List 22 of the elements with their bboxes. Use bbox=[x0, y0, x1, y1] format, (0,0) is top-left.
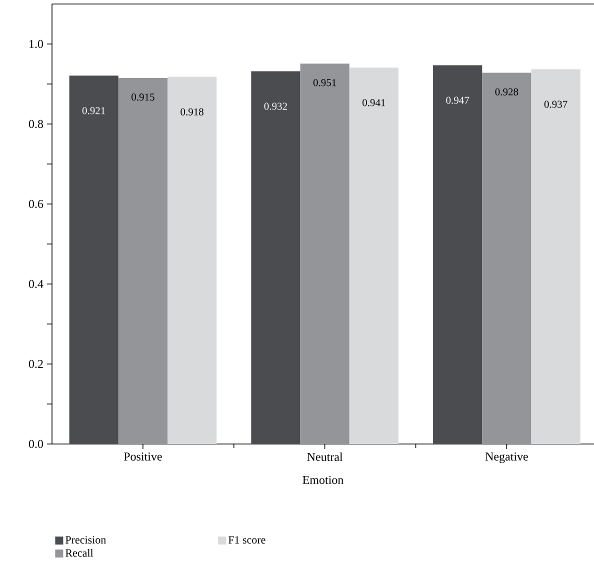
data-label: 0.947 bbox=[446, 96, 470, 104]
x-tick-label: Neutral bbox=[307, 452, 343, 461]
data-label: 0.918 bbox=[180, 108, 204, 116]
x-tick-label: Positive bbox=[124, 452, 162, 461]
y-tick-label: 0.8 bbox=[28, 120, 44, 128]
data-label: 0.937 bbox=[544, 100, 568, 108]
y-tick-label: 1.0 bbox=[30, 40, 44, 48]
legend-label: Precision bbox=[66, 536, 106, 544]
data-label: 0.951 bbox=[313, 79, 336, 86]
y-tick-label: 0.6 bbox=[28, 200, 44, 208]
legend-label: F1 score bbox=[228, 536, 266, 544]
legend-label: Recall bbox=[66, 548, 94, 557]
data-label: 0.915 bbox=[132, 94, 154, 101]
y-tick-label: 0.0 bbox=[28, 440, 44, 448]
data-label: 0.932 bbox=[264, 102, 287, 110]
data-label: 0.921 bbox=[82, 107, 106, 114]
data-label: 0.941 bbox=[362, 99, 386, 106]
data-label: 0.928 bbox=[495, 88, 518, 96]
y-tick-label: 0.4 bbox=[28, 280, 44, 288]
x-axis-title: Emotion bbox=[302, 476, 344, 484]
y-tick-label: 0.2 bbox=[28, 360, 43, 368]
x-tick-label: Negative bbox=[485, 452, 528, 464]
